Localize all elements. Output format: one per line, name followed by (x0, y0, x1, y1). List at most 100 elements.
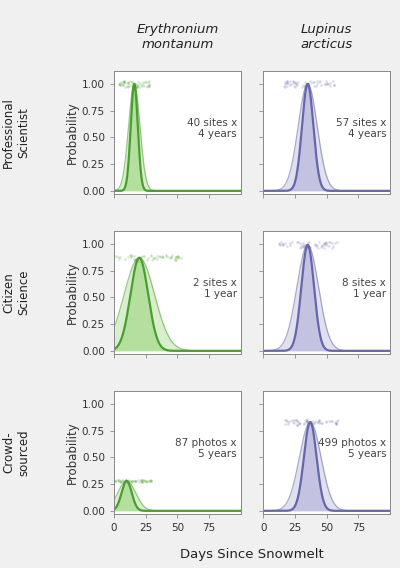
Point (116, 80, 123, 89)
Point (118, 477, 124, 486)
Point (141, 252, 147, 261)
Point (125, 253, 132, 262)
Point (292, 416, 299, 425)
Point (142, 477, 148, 486)
Point (284, 79, 291, 88)
Point (330, 81, 337, 90)
Point (143, 477, 149, 486)
Point (290, 418, 296, 427)
Point (138, 475, 144, 485)
Point (145, 253, 151, 262)
Text: 57 sites x
4 years: 57 sites x 4 years (336, 118, 386, 139)
Point (326, 237, 332, 247)
Point (322, 80, 328, 89)
Point (333, 419, 340, 428)
Point (136, 82, 143, 91)
Point (156, 251, 162, 260)
Point (123, 476, 130, 485)
Point (304, 243, 310, 252)
Point (124, 78, 131, 87)
Point (157, 252, 164, 261)
Point (134, 82, 140, 91)
Point (286, 416, 293, 425)
Point (305, 78, 312, 87)
Point (332, 420, 339, 429)
Point (306, 419, 313, 428)
Point (120, 80, 126, 89)
Point (129, 78, 136, 87)
Point (132, 81, 138, 90)
Point (327, 81, 333, 90)
Point (322, 240, 328, 249)
Point (291, 415, 298, 424)
Point (302, 415, 308, 424)
Point (117, 477, 123, 486)
Point (147, 476, 154, 485)
Point (289, 237, 296, 247)
Point (290, 76, 296, 85)
Point (316, 418, 322, 427)
Point (324, 80, 330, 89)
Point (312, 240, 318, 249)
Point (168, 253, 174, 262)
Point (284, 81, 290, 90)
Point (127, 477, 134, 486)
Point (135, 78, 141, 87)
Point (145, 78, 152, 87)
Point (116, 79, 122, 88)
Point (139, 477, 145, 486)
Point (134, 81, 141, 90)
Point (113, 251, 119, 260)
Point (125, 81, 131, 90)
Point (327, 79, 334, 88)
Text: 87 photos x
5 years: 87 photos x 5 years (175, 438, 237, 460)
Point (114, 475, 120, 485)
Point (148, 477, 154, 486)
Point (142, 477, 148, 486)
Point (131, 79, 137, 88)
Point (314, 244, 321, 253)
Point (173, 253, 180, 262)
Point (304, 417, 310, 426)
Point (278, 238, 284, 247)
Point (118, 78, 125, 87)
Point (121, 77, 128, 86)
Point (143, 256, 150, 265)
Point (120, 81, 126, 90)
Point (316, 415, 322, 424)
Point (175, 251, 181, 260)
Point (125, 78, 131, 87)
Point (138, 477, 144, 486)
Text: Professional
Scientist: Professional Scientist (2, 97, 30, 168)
Point (125, 477, 131, 486)
Point (303, 415, 310, 424)
Point (294, 77, 301, 86)
Point (323, 417, 329, 427)
Point (297, 239, 303, 248)
Point (306, 238, 312, 247)
Point (130, 82, 136, 91)
Point (119, 80, 125, 89)
Point (302, 240, 308, 249)
Point (112, 477, 118, 486)
Point (324, 79, 330, 88)
Point (318, 243, 324, 252)
Point (126, 475, 132, 485)
Point (277, 240, 284, 249)
Point (325, 79, 332, 88)
Point (138, 81, 145, 90)
Point (176, 253, 182, 262)
Point (298, 82, 305, 91)
Point (326, 237, 333, 247)
Point (144, 476, 150, 485)
Point (303, 82, 310, 91)
Y-axis label: Probability: Probability (66, 261, 79, 324)
Point (316, 416, 322, 425)
Point (124, 477, 130, 486)
Point (308, 78, 314, 87)
Point (122, 82, 128, 91)
Point (332, 239, 339, 248)
Point (287, 81, 293, 90)
Point (128, 253, 134, 262)
Point (128, 477, 134, 486)
